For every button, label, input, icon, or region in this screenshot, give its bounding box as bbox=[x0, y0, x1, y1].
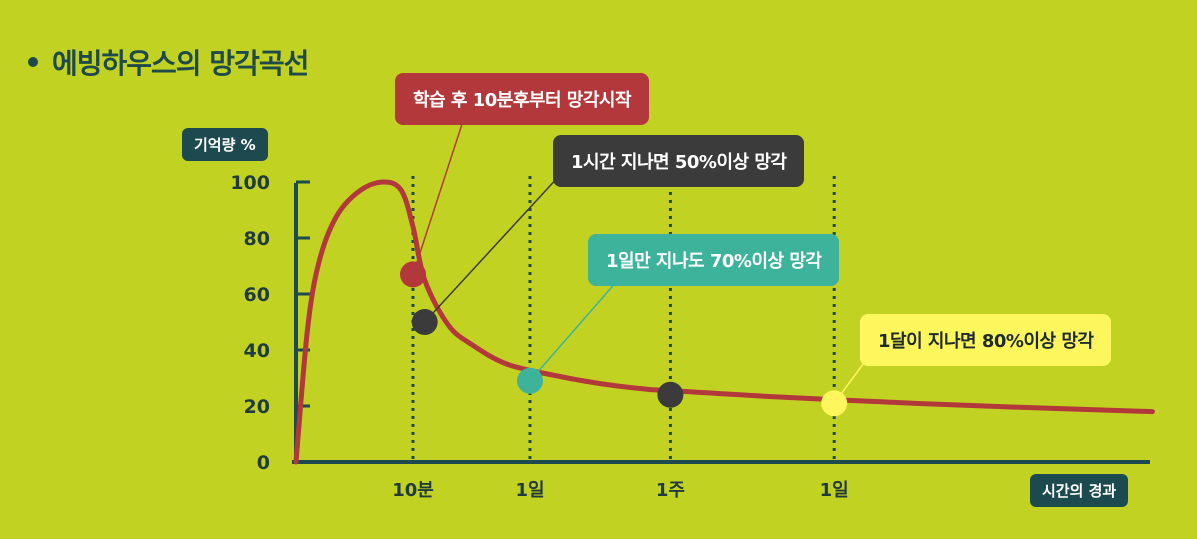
y-tick-label-100: 100 bbox=[230, 172, 270, 194]
y-axis-label: 기억량 % bbox=[182, 128, 268, 161]
y-tick-label-0: 0 bbox=[257, 452, 270, 474]
callout-connector-one-day bbox=[529, 279, 619, 382]
page-title: 에빙하우스의 망각곡선 bbox=[52, 47, 309, 80]
callout-connector-forget-start bbox=[412, 114, 466, 275]
point-1day bbox=[517, 367, 543, 394]
y-tick-label-80: 80 bbox=[244, 228, 270, 250]
point-10min bbox=[400, 261, 426, 288]
y-tick-label-40: 40 bbox=[244, 340, 270, 362]
callout-forget-start: 학습 후 10분후부터 망각시작 bbox=[395, 73, 650, 125]
x-tick-label-2: 1주 bbox=[656, 480, 685, 501]
x-tick-label-1: 1일 bbox=[515, 480, 544, 501]
x-axis-label: 시간의 경과 bbox=[1030, 474, 1129, 507]
forgetting-curve-line bbox=[293, 179, 1155, 465]
callout-one-month: 1달이 지나면 80%이상 망각 bbox=[860, 314, 1112, 366]
callout-one-day: 1일만 지나도 70%이상 망각 bbox=[588, 234, 840, 286]
x-tick-label-3: 1일 bbox=[820, 480, 849, 501]
point-1month bbox=[821, 390, 848, 417]
title-row: 에빙하우스의 망각곡선 bbox=[28, 42, 309, 82]
point-1week bbox=[657, 381, 684, 408]
point-1hour bbox=[411, 309, 438, 335]
bullet-icon bbox=[28, 57, 38, 67]
y-tick-label-20: 20 bbox=[244, 396, 270, 418]
x-tick-label-0: 10분 bbox=[392, 480, 434, 501]
callout-one-hour: 1시간 지나면 50%이상 망각 bbox=[553, 135, 805, 187]
callout-connector-one-hour bbox=[424, 174, 561, 323]
y-tick-label-60: 60 bbox=[244, 284, 270, 306]
